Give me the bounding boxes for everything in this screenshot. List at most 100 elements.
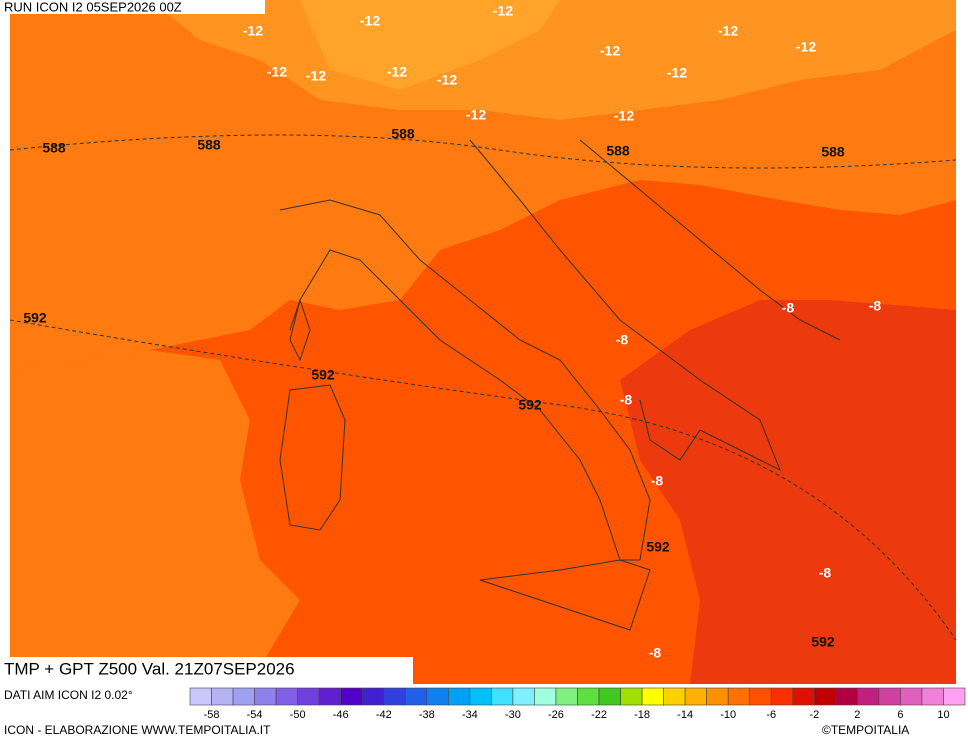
contour-label: -12 bbox=[667, 65, 687, 81]
scale-tick-label: 6 bbox=[897, 709, 903, 721]
scale-swatch bbox=[232, 687, 255, 706]
contour-label: -8 bbox=[869, 298, 882, 314]
scale-swatch bbox=[814, 687, 837, 706]
scale-swatch bbox=[727, 687, 751, 706]
contour-label: -12 bbox=[306, 68, 326, 84]
scale-swatch bbox=[706, 687, 729, 706]
scale-swatch bbox=[297, 687, 320, 706]
scale-swatch bbox=[426, 687, 449, 706]
scale-tick-label: -14 bbox=[677, 709, 693, 721]
contour-label: -12 bbox=[466, 107, 486, 123]
header-box bbox=[0, 0, 265, 14]
scale-tick-label: -6 bbox=[766, 709, 776, 721]
contour-label: -12 bbox=[796, 39, 816, 55]
scale-tick-label: -34 bbox=[462, 709, 478, 721]
scale-swatch bbox=[684, 687, 707, 706]
scale-tick-label: -42 bbox=[376, 709, 392, 721]
scale-tick-label: -2 bbox=[809, 709, 819, 721]
scale-tick-label: -10 bbox=[720, 709, 736, 721]
title-box bbox=[0, 657, 413, 684]
contour-label: 592 bbox=[518, 397, 542, 413]
scale-swatch bbox=[577, 687, 600, 706]
credit: ICON - ELABORAZIONE WWW.TEMPOITALIA.IT bbox=[4, 723, 271, 737]
scale-swatch bbox=[448, 687, 471, 706]
contour-label: 592 bbox=[646, 539, 670, 555]
copyright: ©TEMPOITALIA bbox=[822, 723, 909, 737]
contour-label: 592 bbox=[811, 634, 835, 650]
scale-swatch bbox=[383, 687, 406, 706]
scale-swatch bbox=[598, 687, 621, 706]
scale-tick-label: 10 bbox=[937, 709, 949, 721]
scale-swatch bbox=[641, 687, 664, 706]
scale-tick-label: -50 bbox=[290, 709, 306, 721]
scale-tick-label: -54 bbox=[247, 709, 263, 721]
contour-label: 592 bbox=[23, 310, 47, 326]
map-title: TMP + GPT Z500 Val. 21Z07SEP2026 bbox=[4, 659, 295, 678]
scale-swatch bbox=[620, 687, 643, 706]
scale-swatch bbox=[792, 687, 815, 706]
scale-swatch bbox=[663, 687, 686, 706]
scale-tick-label: 2 bbox=[854, 709, 860, 721]
contour-label: -12 bbox=[267, 64, 287, 80]
cool-zone-core bbox=[300, 0, 560, 90]
contour-label: -12 bbox=[243, 23, 263, 39]
scale-swatch bbox=[211, 687, 234, 706]
contour-label: 592 bbox=[311, 367, 335, 383]
run-label: RUN ICON I2 05SEP2026 00Z bbox=[4, 0, 182, 14]
scale-swatch bbox=[512, 687, 535, 706]
scale-tick-label: -46 bbox=[333, 709, 349, 721]
contour-label: 588 bbox=[606, 143, 630, 159]
scale-swatch bbox=[770, 687, 794, 706]
scale-tick-label: -30 bbox=[505, 709, 521, 721]
contour-labels: -12 -12 -12 -12 -12 -12 -12 -12 -12 -12 -12 -12 -12 5… bbox=[23, 3, 881, 661]
contour-label: -12 bbox=[718, 23, 738, 39]
scale-swatch bbox=[534, 687, 557, 706]
scale-swatch bbox=[318, 687, 341, 706]
color-scale: -58 -54 -50 -46 -42 -38 -34 -30 -26 -22 -18 -14 -10-… bbox=[189, 687, 966, 721]
warm-zone-west bbox=[10, 350, 300, 684]
contour-label: -8 bbox=[782, 300, 795, 316]
scale-swatch bbox=[491, 687, 514, 706]
contour-label: 588 bbox=[821, 144, 845, 160]
scale-swatch bbox=[275, 687, 298, 706]
hot-zone bbox=[620, 300, 956, 684]
scale-tick-label: -58 bbox=[204, 709, 220, 721]
scale-tick-label: -22 bbox=[591, 709, 607, 721]
coastlines bbox=[279, 139, 841, 631]
contour-label: -12 bbox=[437, 72, 457, 88]
scale-swatch bbox=[189, 687, 212, 706]
contour-label: -8 bbox=[819, 565, 832, 581]
scale-swatch bbox=[943, 687, 966, 706]
contour-label: -8 bbox=[620, 392, 633, 408]
height-contours bbox=[9, 134, 957, 641]
contour-label: -12 bbox=[360, 13, 380, 29]
contour-label: -8 bbox=[616, 332, 629, 348]
scale-swatch bbox=[749, 687, 772, 706]
scale-swatch bbox=[921, 687, 944, 706]
scale-swatch bbox=[857, 687, 880, 706]
scale-swatch bbox=[469, 687, 492, 706]
contour-label: -12 bbox=[600, 43, 620, 59]
scale-tick-label: -38 bbox=[419, 709, 435, 721]
contour-label: 588 bbox=[197, 137, 221, 153]
contour-label: 588 bbox=[391, 126, 415, 142]
scale-tick-label: -26 bbox=[548, 709, 564, 721]
contour-label: -12 bbox=[493, 3, 513, 19]
contour-label: -12 bbox=[387, 64, 407, 80]
scale-swatch bbox=[254, 687, 277, 706]
scale-tick-label: -18 bbox=[634, 709, 650, 721]
contour-label: -8 bbox=[651, 473, 664, 489]
data-source: DATI AIM ICON I2 0.02° bbox=[4, 688, 133, 702]
scale-swatch bbox=[361, 687, 385, 706]
scale-swatch bbox=[340, 687, 363, 706]
scale-swatch bbox=[878, 687, 901, 706]
scale-swatch bbox=[404, 687, 428, 706]
scale-swatch bbox=[900, 687, 923, 706]
contour-label: -8 bbox=[649, 645, 662, 661]
contour-label: 588 bbox=[42, 140, 66, 156]
contour-label: -12 bbox=[614, 108, 634, 124]
scale-swatch bbox=[555, 687, 578, 706]
map bbox=[9, 0, 957, 684]
scale-swatch bbox=[835, 687, 858, 706]
